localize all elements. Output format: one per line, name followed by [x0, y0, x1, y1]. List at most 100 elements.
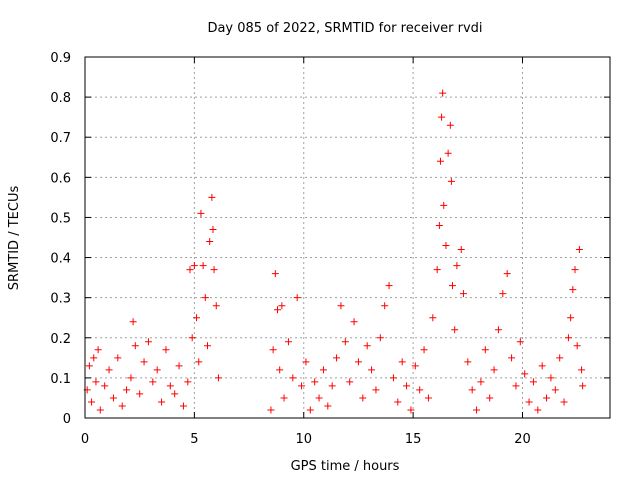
data-point	[123, 386, 131, 394]
data-point	[188, 334, 196, 342]
data-point	[433, 266, 441, 274]
data-point	[567, 314, 575, 322]
data-point	[389, 374, 397, 382]
data-point	[407, 406, 415, 414]
data-point	[105, 366, 113, 374]
data-point	[127, 374, 135, 382]
y-tick-label: 0.8	[50, 91, 71, 106]
data-point	[436, 157, 444, 165]
data-point	[284, 338, 292, 346]
data-point	[551, 386, 559, 394]
data-point	[473, 406, 481, 414]
data-point	[149, 378, 157, 386]
data-point	[376, 334, 384, 342]
data-point	[158, 398, 166, 406]
data-point	[195, 358, 203, 366]
x-tick-label: 20	[514, 432, 531, 447]
y-tick-label: 0.2	[50, 332, 71, 347]
data-point	[446, 121, 454, 129]
y-axis-label: SRMTID / TECUs	[7, 186, 22, 291]
chart-title: Day 085 of 2022, SRMTID for receiver rvd…	[207, 21, 482, 36]
data-point	[214, 374, 222, 382]
data-point	[560, 398, 568, 406]
data-point	[328, 382, 336, 390]
data-point	[171, 390, 179, 398]
data-point	[579, 382, 587, 390]
data-point	[381, 302, 389, 310]
y-tick-label: 0.9	[50, 51, 71, 66]
data-point	[289, 374, 297, 382]
data-point	[543, 394, 551, 402]
data-point	[449, 282, 456, 290]
data-point	[525, 398, 533, 406]
data-point	[153, 366, 161, 374]
data-point	[398, 358, 406, 366]
plot-frame	[84, 56, 611, 419]
data-point	[447, 177, 455, 185]
data-point	[486, 394, 494, 402]
data-point	[534, 406, 542, 414]
data-point	[88, 398, 96, 406]
data-point	[193, 314, 201, 322]
data-point	[210, 266, 218, 274]
data-point	[319, 366, 327, 374]
data-point	[333, 354, 341, 362]
data-point	[464, 358, 472, 366]
data-point	[385, 282, 393, 290]
data-point	[490, 366, 498, 374]
y-tick-label: 0.7	[50, 131, 71, 146]
data-point	[538, 362, 546, 370]
data-point	[457, 246, 465, 254]
data-point	[420, 346, 428, 354]
data-point	[186, 266, 194, 274]
y-tick-label: 0.4	[50, 252, 71, 267]
data-point	[578, 366, 586, 374]
data-point	[162, 346, 170, 354]
data-point	[494, 326, 502, 334]
data-point	[429, 314, 437, 322]
data-point	[90, 354, 98, 362]
data-point	[118, 402, 126, 410]
data-point	[359, 394, 367, 402]
data-point	[175, 362, 183, 370]
data-point	[269, 346, 277, 354]
data-point	[529, 378, 537, 386]
data-point	[190, 262, 198, 270]
data-point	[350, 318, 358, 326]
data-point	[438, 113, 446, 121]
data-point	[278, 302, 286, 310]
y-tick-label: 0	[63, 412, 71, 427]
data-point	[197, 209, 205, 217]
data-point	[575, 246, 583, 254]
data-point	[276, 366, 284, 374]
data-point	[280, 394, 288, 402]
data-point	[368, 366, 376, 374]
data-point	[573, 342, 581, 350]
data-point	[298, 382, 306, 390]
data-point	[569, 286, 577, 294]
data-point	[302, 358, 310, 366]
data-point	[444, 149, 452, 157]
data-point	[206, 238, 214, 246]
data-point	[547, 374, 555, 382]
data-point	[267, 406, 275, 414]
x-tick-label: 0	[81, 432, 89, 447]
y-tick-label: 0.5	[50, 211, 71, 226]
data-point	[442, 242, 450, 250]
x-tick-label: 15	[405, 432, 422, 447]
data-point	[521, 370, 529, 378]
data-point	[324, 402, 332, 410]
data-point	[184, 378, 192, 386]
data-point	[394, 398, 402, 406]
data-point	[499, 290, 507, 298]
data-points	[83, 89, 587, 414]
data-point	[293, 294, 301, 302]
data-point	[315, 394, 323, 402]
data-point	[440, 201, 448, 209]
data-point	[416, 386, 424, 394]
data-point	[372, 386, 380, 394]
data-point	[481, 346, 489, 354]
data-point	[363, 342, 371, 350]
data-point	[199, 262, 207, 270]
